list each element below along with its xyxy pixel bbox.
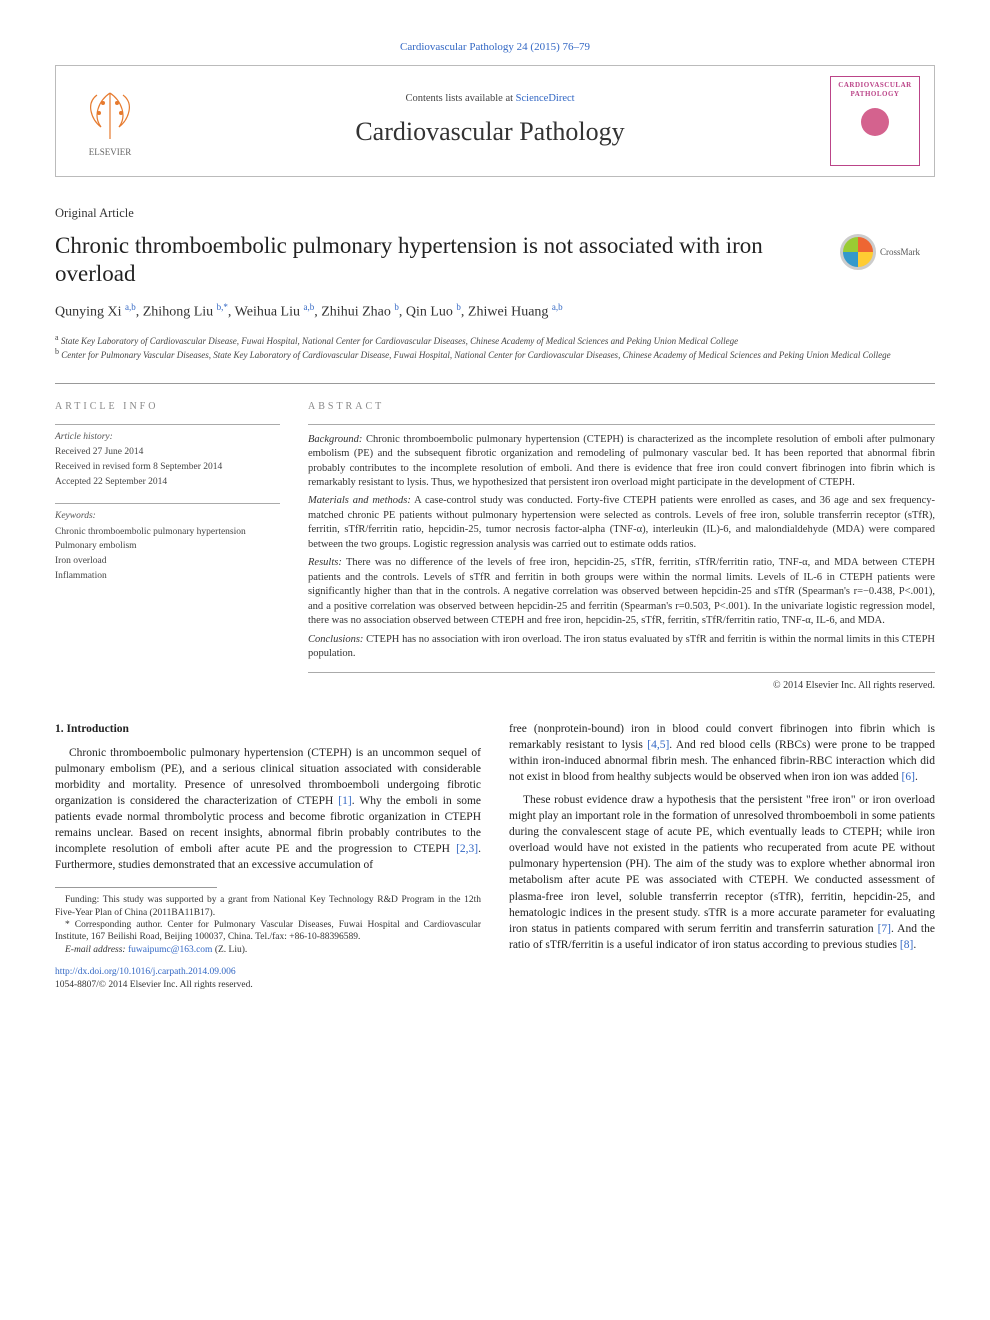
right-column: free (nonprotein-bound) iron in blood co… xyxy=(509,721,935,993)
results-text: There was no difference of the levels of… xyxy=(308,557,935,626)
sd-prefix: Contents lists available at xyxy=(405,93,515,104)
ref-7[interactable]: [7] xyxy=(878,923,891,935)
corresponding-footnote: * Corresponding author. Center for Pulmo… xyxy=(55,919,481,944)
conclusions-text: CTEPH has no association with iron overl… xyxy=(308,634,935,659)
author-3-aff: a,b xyxy=(304,302,315,312)
email-footnote: E-mail address: fuwaipumc@163.com (Z. Li… xyxy=(55,944,481,956)
issn-line: 1054-8807/© 2014 Elsevier Inc. All right… xyxy=(55,979,481,992)
left-column: 1. Introduction Chronic thromboembolic p… xyxy=(55,721,481,993)
ref-6[interactable]: [6] xyxy=(902,771,915,783)
abstract-copyright: © 2014 Elsevier Inc. All rights reserved… xyxy=(308,672,935,693)
author-4-aff: b xyxy=(394,302,399,312)
elsevier-logo: ELSEVIER xyxy=(70,81,150,161)
abstract-results: Results: There was no difference of the … xyxy=(308,556,935,628)
abstract-body: Background: Chronic thromboembolic pulmo… xyxy=(308,424,935,693)
keywords-label: Keywords: xyxy=(55,510,280,523)
keywords-block: Keywords: Chronic thromboembolic pulmona… xyxy=(55,503,280,583)
email-label: E-mail address: xyxy=(65,945,128,955)
author-6-aff: a,b xyxy=(552,302,563,312)
affiliations: a State Key Laboratory of Cardiovascular… xyxy=(55,333,935,361)
article-info-head: article info xyxy=(55,400,280,414)
author-3: Weihua Liu xyxy=(235,305,300,320)
journal-header-box: ELSEVIER Contents lists available at Sci… xyxy=(55,65,935,177)
crossmark-label: CrossMark xyxy=(880,246,920,258)
journal-cover-logo: CARDIOVASCULAR PATHOLOGY xyxy=(830,76,920,166)
article-info: article info Article history: Received 2… xyxy=(55,400,280,693)
background-text: Chronic thromboembolic pulmonary hyperte… xyxy=(308,434,935,488)
col2-p2: These robust evidence draw a hypothesis … xyxy=(509,792,935,953)
affiliation-a: a State Key Laboratory of Cardiovascular… xyxy=(55,333,935,347)
abstract-background: Background: Chronic thromboembolic pulmo… xyxy=(308,433,935,491)
authors-line: Qunying Xi a,b, Zhihong Liu b,*, Weihua … xyxy=(55,301,935,323)
abstract: abstract Background: Chronic thromboembo… xyxy=(308,400,935,693)
kw-2: Pulmonary embolism xyxy=(55,540,280,553)
ref-1[interactable]: [1] xyxy=(338,795,351,807)
author-2-star: * xyxy=(223,302,228,312)
accepted-line: Accepted 22 September 2014 xyxy=(55,476,280,489)
elsevier-tree-icon: ELSEVIER xyxy=(73,81,148,161)
affiliation-b: b Center for Pulmonary Vascular Diseases… xyxy=(55,347,935,361)
author-4: Zhihui Zhao xyxy=(321,305,391,320)
body-columns: 1. Introduction Chronic thromboembolic p… xyxy=(55,721,935,993)
header-center: Contents lists available at ScienceDirec… xyxy=(150,92,830,149)
affiliation-a-text: State Key Laboratory of Cardiovascular D… xyxy=(61,336,738,346)
journal-citation[interactable]: Cardiovascular Pathology 24 (2015) 76–79 xyxy=(55,40,935,55)
abstract-head: abstract xyxy=(308,400,935,414)
journal-logo-line2: PATHOLOGY xyxy=(835,90,915,99)
author-5-aff: b xyxy=(456,302,461,312)
intro-head: 1. Introduction xyxy=(55,721,481,737)
funding-footnote: Funding: This study was supported by a g… xyxy=(55,894,481,919)
author-5: Qin Luo xyxy=(406,305,453,320)
ref-8[interactable]: [8] xyxy=(900,939,913,951)
history-block: Article history: Received 27 June 2014 R… xyxy=(55,424,280,489)
title-row: Chronic thromboembolic pulmonary hyperte… xyxy=(55,232,935,290)
abstract-conclusions: Conclusions: CTEPH has no association wi… xyxy=(308,633,935,662)
abstract-methods: Materials and methods: A case-control st… xyxy=(308,494,935,552)
kw-4: Inflammation xyxy=(55,570,280,583)
methods-label: Materials and methods: xyxy=(308,495,411,506)
author-1-aff: a,b xyxy=(125,302,136,312)
crossmark-badge[interactable]: CrossMark xyxy=(840,232,935,272)
article-type: Original Article xyxy=(55,205,935,222)
sciencedirect-link[interactable]: ScienceDirect xyxy=(516,93,575,104)
sciencedirect-line: Contents lists available at ScienceDirec… xyxy=(150,92,830,106)
received-line: Received 27 June 2014 xyxy=(55,446,280,459)
intro-p1: Chronic thromboembolic pulmonary hyperte… xyxy=(55,745,481,874)
info-abstract-row: article info Article history: Received 2… xyxy=(55,383,935,693)
background-label: Background: xyxy=(308,434,362,445)
footnote-rule xyxy=(55,887,217,888)
kw-3: Iron overload xyxy=(55,555,280,568)
author-6: Zhiwei Huang xyxy=(468,305,548,320)
crossmark-icon xyxy=(840,234,876,270)
doi-link[interactable]: http://dx.doi.org/10.1016/j.carpath.2014… xyxy=(55,966,481,979)
results-label: Results: xyxy=(308,557,342,568)
journal-logo-circle-icon xyxy=(861,108,889,136)
history-label: Article history: xyxy=(55,431,280,444)
revised-line: Received in revised form 8 September 201… xyxy=(55,461,280,474)
author-2: Zhihong Liu xyxy=(143,305,213,320)
svg-text:ELSEVIER: ELSEVIER xyxy=(88,147,131,157)
author-1: Qunying Xi xyxy=(55,305,122,320)
col2-p2c: . xyxy=(913,939,916,951)
journal-logo-line1: CARDIOVASCULAR xyxy=(835,81,915,90)
article-title: Chronic thromboembolic pulmonary hyperte… xyxy=(55,232,840,290)
kw-1: Chronic thromboembolic pulmonary hyperte… xyxy=(55,526,280,539)
email-suffix: (Z. Liu). xyxy=(212,945,247,955)
affiliation-b-text: Center for Pulmonary Vascular Diseases, … xyxy=(61,350,890,360)
ref-2-3[interactable]: [2,3] xyxy=(456,843,478,855)
email-link[interactable]: fuwaipumc@163.com xyxy=(128,945,212,955)
col2-p1c: . xyxy=(915,771,918,783)
journal-name: Cardiovascular Pathology xyxy=(150,114,830,149)
conclusions-label: Conclusions: xyxy=(308,634,363,645)
col2-p1: free (nonprotein-bound) iron in blood co… xyxy=(509,721,935,785)
ref-4-5[interactable]: [4,5] xyxy=(647,739,669,751)
col2-p2a: These robust evidence draw a hypothesis … xyxy=(509,794,935,935)
